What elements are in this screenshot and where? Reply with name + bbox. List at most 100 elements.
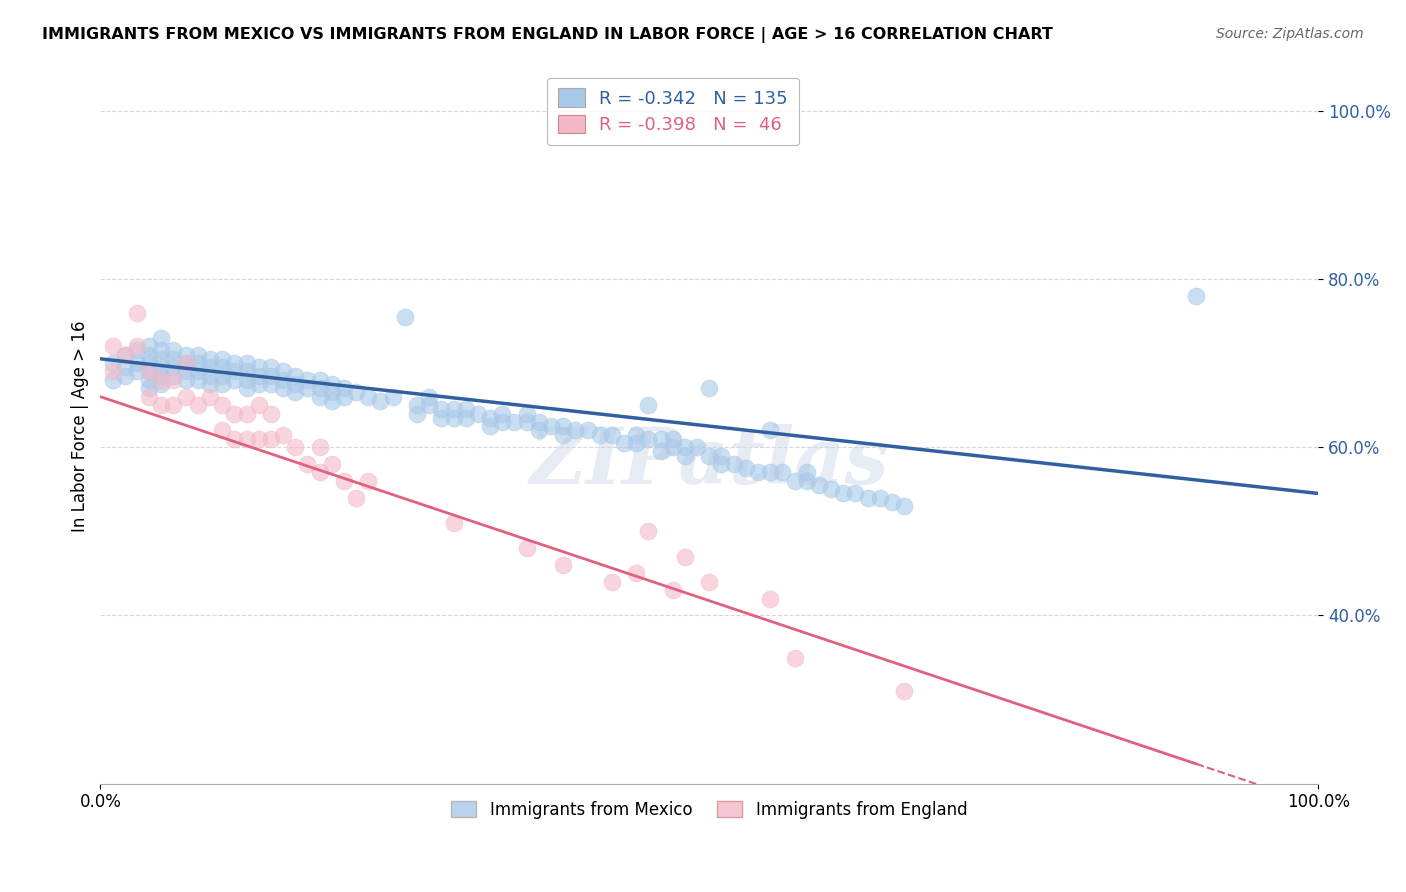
Point (832, 486, 855, 500)
Point (381, 390, 404, 404)
Point (247, 368, 270, 383)
Point (553, 427, 575, 442)
Point (430, 410, 453, 425)
Point (224, 364, 246, 378)
Point (260, 377, 283, 392)
Point (418, 390, 440, 404)
Point (553, 558, 575, 572)
Point (697, 381, 720, 395)
Text: IMMIGRANTS FROM MEXICO VS IMMIGRANTS FROM ENGLAND IN LABOR FORCE | AGE > 16 CORR: IMMIGRANTS FROM MEXICO VS IMMIGRANTS FRO… (42, 27, 1053, 43)
Point (673, 449, 696, 463)
Point (187, 364, 209, 378)
Point (650, 432, 672, 446)
Point (626, 566, 648, 581)
Point (454, 402, 477, 417)
Point (564, 423, 586, 437)
Point (187, 398, 209, 412)
Point (600, 574, 623, 589)
Point (807, 478, 830, 492)
Point (150, 377, 173, 392)
Point (101, 364, 124, 378)
Point (297, 457, 319, 471)
Point (284, 368, 307, 383)
Point (224, 432, 246, 446)
Point (211, 377, 233, 392)
Point (235, 432, 257, 446)
Point (224, 407, 246, 421)
Point (710, 449, 733, 463)
Point (321, 385, 343, 400)
Point (162, 398, 184, 412)
Point (235, 407, 257, 421)
Point (150, 343, 173, 358)
Point (125, 343, 148, 358)
Point (893, 499, 915, 513)
Point (344, 491, 367, 505)
Point (308, 440, 330, 454)
Point (125, 339, 148, 353)
Point (198, 368, 221, 383)
Point (235, 381, 257, 395)
Point (308, 381, 330, 395)
Point (174, 356, 197, 370)
Point (613, 436, 636, 450)
Point (527, 415, 550, 429)
Point (114, 348, 136, 362)
Point (370, 393, 392, 408)
Point (321, 457, 343, 471)
Point (723, 457, 745, 471)
Point (174, 373, 197, 387)
Point (576, 423, 599, 437)
Point (406, 398, 429, 412)
Point (211, 351, 233, 366)
Point (759, 591, 782, 606)
Point (260, 432, 283, 446)
Point (697, 449, 720, 463)
Point (114, 360, 136, 375)
Point (479, 419, 502, 434)
Point (198, 360, 221, 375)
Point (211, 398, 233, 412)
Point (284, 385, 307, 400)
Point (626, 436, 648, 450)
Point (187, 373, 209, 387)
Point (406, 407, 429, 421)
Point (637, 524, 659, 539)
Text: ZIPatlas: ZIPatlas (530, 424, 889, 500)
Point (284, 440, 307, 454)
Point (479, 410, 502, 425)
Point (734, 461, 756, 475)
Point (443, 410, 465, 425)
Point (527, 423, 550, 437)
Point (308, 373, 330, 387)
Point (125, 364, 148, 378)
Point (150, 360, 173, 375)
Point (235, 364, 257, 378)
Point (125, 356, 148, 370)
Point (673, 440, 696, 454)
Point (516, 541, 538, 556)
Point (893, 684, 915, 698)
Point (224, 356, 246, 370)
Point (686, 440, 709, 454)
Point (759, 466, 782, 480)
Y-axis label: In Labor Force | Age > 16: In Labor Force | Age > 16 (72, 320, 89, 532)
Point (174, 356, 197, 370)
Point (333, 381, 356, 395)
Point (138, 381, 160, 395)
Point (138, 364, 160, 378)
Point (394, 310, 416, 324)
Point (516, 407, 538, 421)
Point (271, 364, 294, 378)
Point (138, 364, 160, 378)
Point (162, 343, 184, 358)
Point (138, 390, 160, 404)
Point (114, 348, 136, 362)
Point (101, 339, 124, 353)
Point (174, 364, 197, 378)
Point (796, 474, 818, 488)
Point (247, 377, 270, 392)
Point (271, 373, 294, 387)
Point (114, 368, 136, 383)
Point (260, 360, 283, 375)
